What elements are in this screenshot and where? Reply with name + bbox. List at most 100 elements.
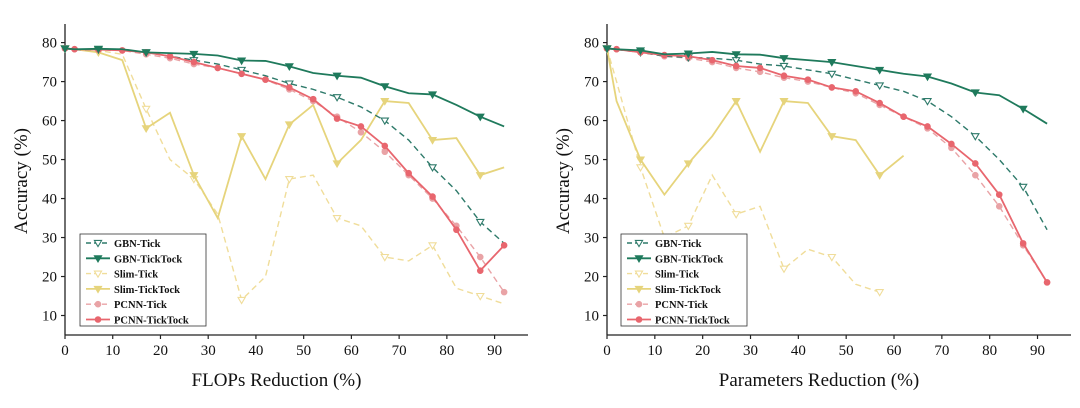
chart2-data-point — [731, 51, 741, 59]
chart1-y-tick-label: 10 — [42, 309, 57, 325]
chart1-data-point — [332, 214, 342, 223]
chart1-data-point — [166, 52, 174, 60]
chart2-data-point — [683, 50, 693, 59]
chart2-data-point — [828, 84, 836, 91]
chart2-series-slim-ticktock — [602, 45, 905, 197]
chart1-legend-marker — [94, 316, 102, 323]
chart2-data-point — [1018, 183, 1028, 192]
chart2-legend-label: GBN-Tick — [655, 239, 702, 250]
chart2-data-point — [779, 265, 789, 274]
chart1-data-point — [309, 95, 317, 103]
chart2-series-line — [606, 47, 1048, 231]
chart2-data-point — [922, 73, 933, 82]
chart1-x-tick-label: 20 — [153, 343, 168, 359]
chart1-panel: 0 10 20 30 40 50 60 70 80 90 10 20 30 40 50 60 70 80 FLOPs… — [11, 24, 528, 391]
chart1-data-point — [380, 253, 390, 262]
chart2-data-point — [875, 289, 885, 297]
chart2-x-tick-label: 0 — [603, 343, 611, 359]
chart1-x-tick-label: 40 — [248, 343, 263, 359]
chart1-y-tick-label: 20 — [42, 270, 57, 286]
chart1-data-point — [262, 76, 269, 83]
chart1-x-tick-label: 90 — [487, 343, 502, 359]
chart1-data-point — [190, 58, 198, 66]
chart1-data-point — [475, 218, 485, 227]
chart2-data-point — [1019, 240, 1027, 247]
chart1-y-tick-label: 60 — [42, 114, 57, 130]
chart1-y-tick-label: 30 — [42, 231, 57, 247]
chart1-series-line — [64, 47, 505, 305]
chart2-x-tick-label: 70 — [934, 343, 949, 359]
chart2-x-tick-label: 40 — [791, 343, 806, 359]
chart2-y-tick-label: 80 — [584, 36, 599, 52]
chart2-series-line — [606, 47, 1048, 125]
chart1-y-tick-label: 70 — [42, 75, 57, 91]
chart2-series-gbn-ticktock — [602, 45, 1048, 125]
chart2-data-point — [922, 98, 933, 106]
chart2-x-tick-label: 80 — [982, 343, 997, 359]
chart1-data-point — [476, 253, 484, 261]
chart2-y-tick-label: 40 — [584, 192, 599, 208]
chart2-data-point — [827, 133, 837, 141]
chart1-data-point — [381, 148, 389, 156]
chart1-legend-label: Slim-TickTock — [114, 285, 180, 296]
chart1-data-point — [475, 172, 485, 180]
chart2-data-point — [780, 72, 788, 80]
chart2-data-point — [1043, 279, 1051, 286]
chart1-data-point — [189, 50, 199, 59]
chart1-series-line — [64, 47, 505, 273]
chart2-data-point — [732, 62, 740, 70]
chart2-legend-box — [620, 233, 748, 327]
chart2-legend-marker — [634, 285, 644, 294]
chart2-data-point — [900, 113, 907, 120]
chart2-legend-label: PCNN-Tick — [655, 300, 708, 311]
chart2-data-point — [779, 55, 789, 63]
chart1-legend-marker — [93, 285, 103, 294]
chart1-data-point — [238, 70, 245, 78]
chart1-x-axis-title: FLOPs Reduction (%) — [192, 370, 362, 391]
chart2-data-point — [970, 133, 980, 141]
chart2-data-point — [804, 76, 812, 83]
chart1-data-point — [475, 113, 485, 122]
chart1-data-point — [332, 72, 342, 81]
chart2-data-point — [924, 123, 931, 130]
chart1-data-point — [500, 242, 508, 249]
chart2-y-tick-label: 60 — [584, 114, 599, 130]
chart2-x-tick-label: 30 — [743, 343, 758, 359]
chart2-legend-marker — [635, 316, 643, 323]
chart1-data-point — [357, 128, 365, 136]
chart2-x-tick-label: 90 — [1030, 343, 1045, 359]
chart2-legend-marker — [635, 300, 643, 308]
chart2-x-tick-label: 20 — [695, 343, 710, 359]
chart2-data-point — [756, 64, 764, 72]
chart1-data-point — [427, 136, 438, 145]
chart1-data-point — [284, 63, 294, 72]
chart1-legend: GBN-Tick GBN-TickTock Slim-Tick Slim-TickTo… — [79, 233, 207, 327]
chart1-series-line — [64, 47, 505, 128]
chart1-legend-label: GBN-Tick — [114, 239, 161, 250]
chart2-legend: GBN-Tick GBN-TickTock Slim-Tick Slim-TickTo… — [620, 233, 748, 327]
chart1-y-tick-label: 40 — [42, 192, 57, 208]
chart2-data-point — [876, 99, 883, 107]
chart1-x-tick-label: 10 — [105, 343, 120, 359]
chart1-data-point — [332, 94, 342, 102]
chart1-data-point — [429, 193, 436, 200]
chart2-x-tick-label: 60 — [887, 343, 902, 359]
chart1-series-line — [64, 47, 505, 221]
chart1-data-point — [500, 288, 508, 296]
chart1-data-point — [453, 226, 460, 234]
chart2-data-point — [731, 98, 741, 106]
chart2-x-axis-title: Parameters Reduction (%) — [719, 370, 919, 391]
chart1-data-point — [427, 91, 438, 100]
chart1-data-point — [332, 160, 342, 169]
chart1-data-point — [333, 115, 341, 122]
chart1-data-point — [286, 84, 293, 91]
chart1-data-point — [476, 267, 484, 274]
chart1-legend-box — [79, 233, 207, 327]
chart2-data-point — [683, 222, 693, 231]
chart1-data-point — [189, 172, 199, 180]
chart2-series-line — [606, 47, 1048, 283]
chart2-legend-label: Slim-TickTock — [655, 285, 721, 296]
chart2-data-point — [875, 172, 885, 180]
chart2-data-point — [948, 140, 955, 148]
